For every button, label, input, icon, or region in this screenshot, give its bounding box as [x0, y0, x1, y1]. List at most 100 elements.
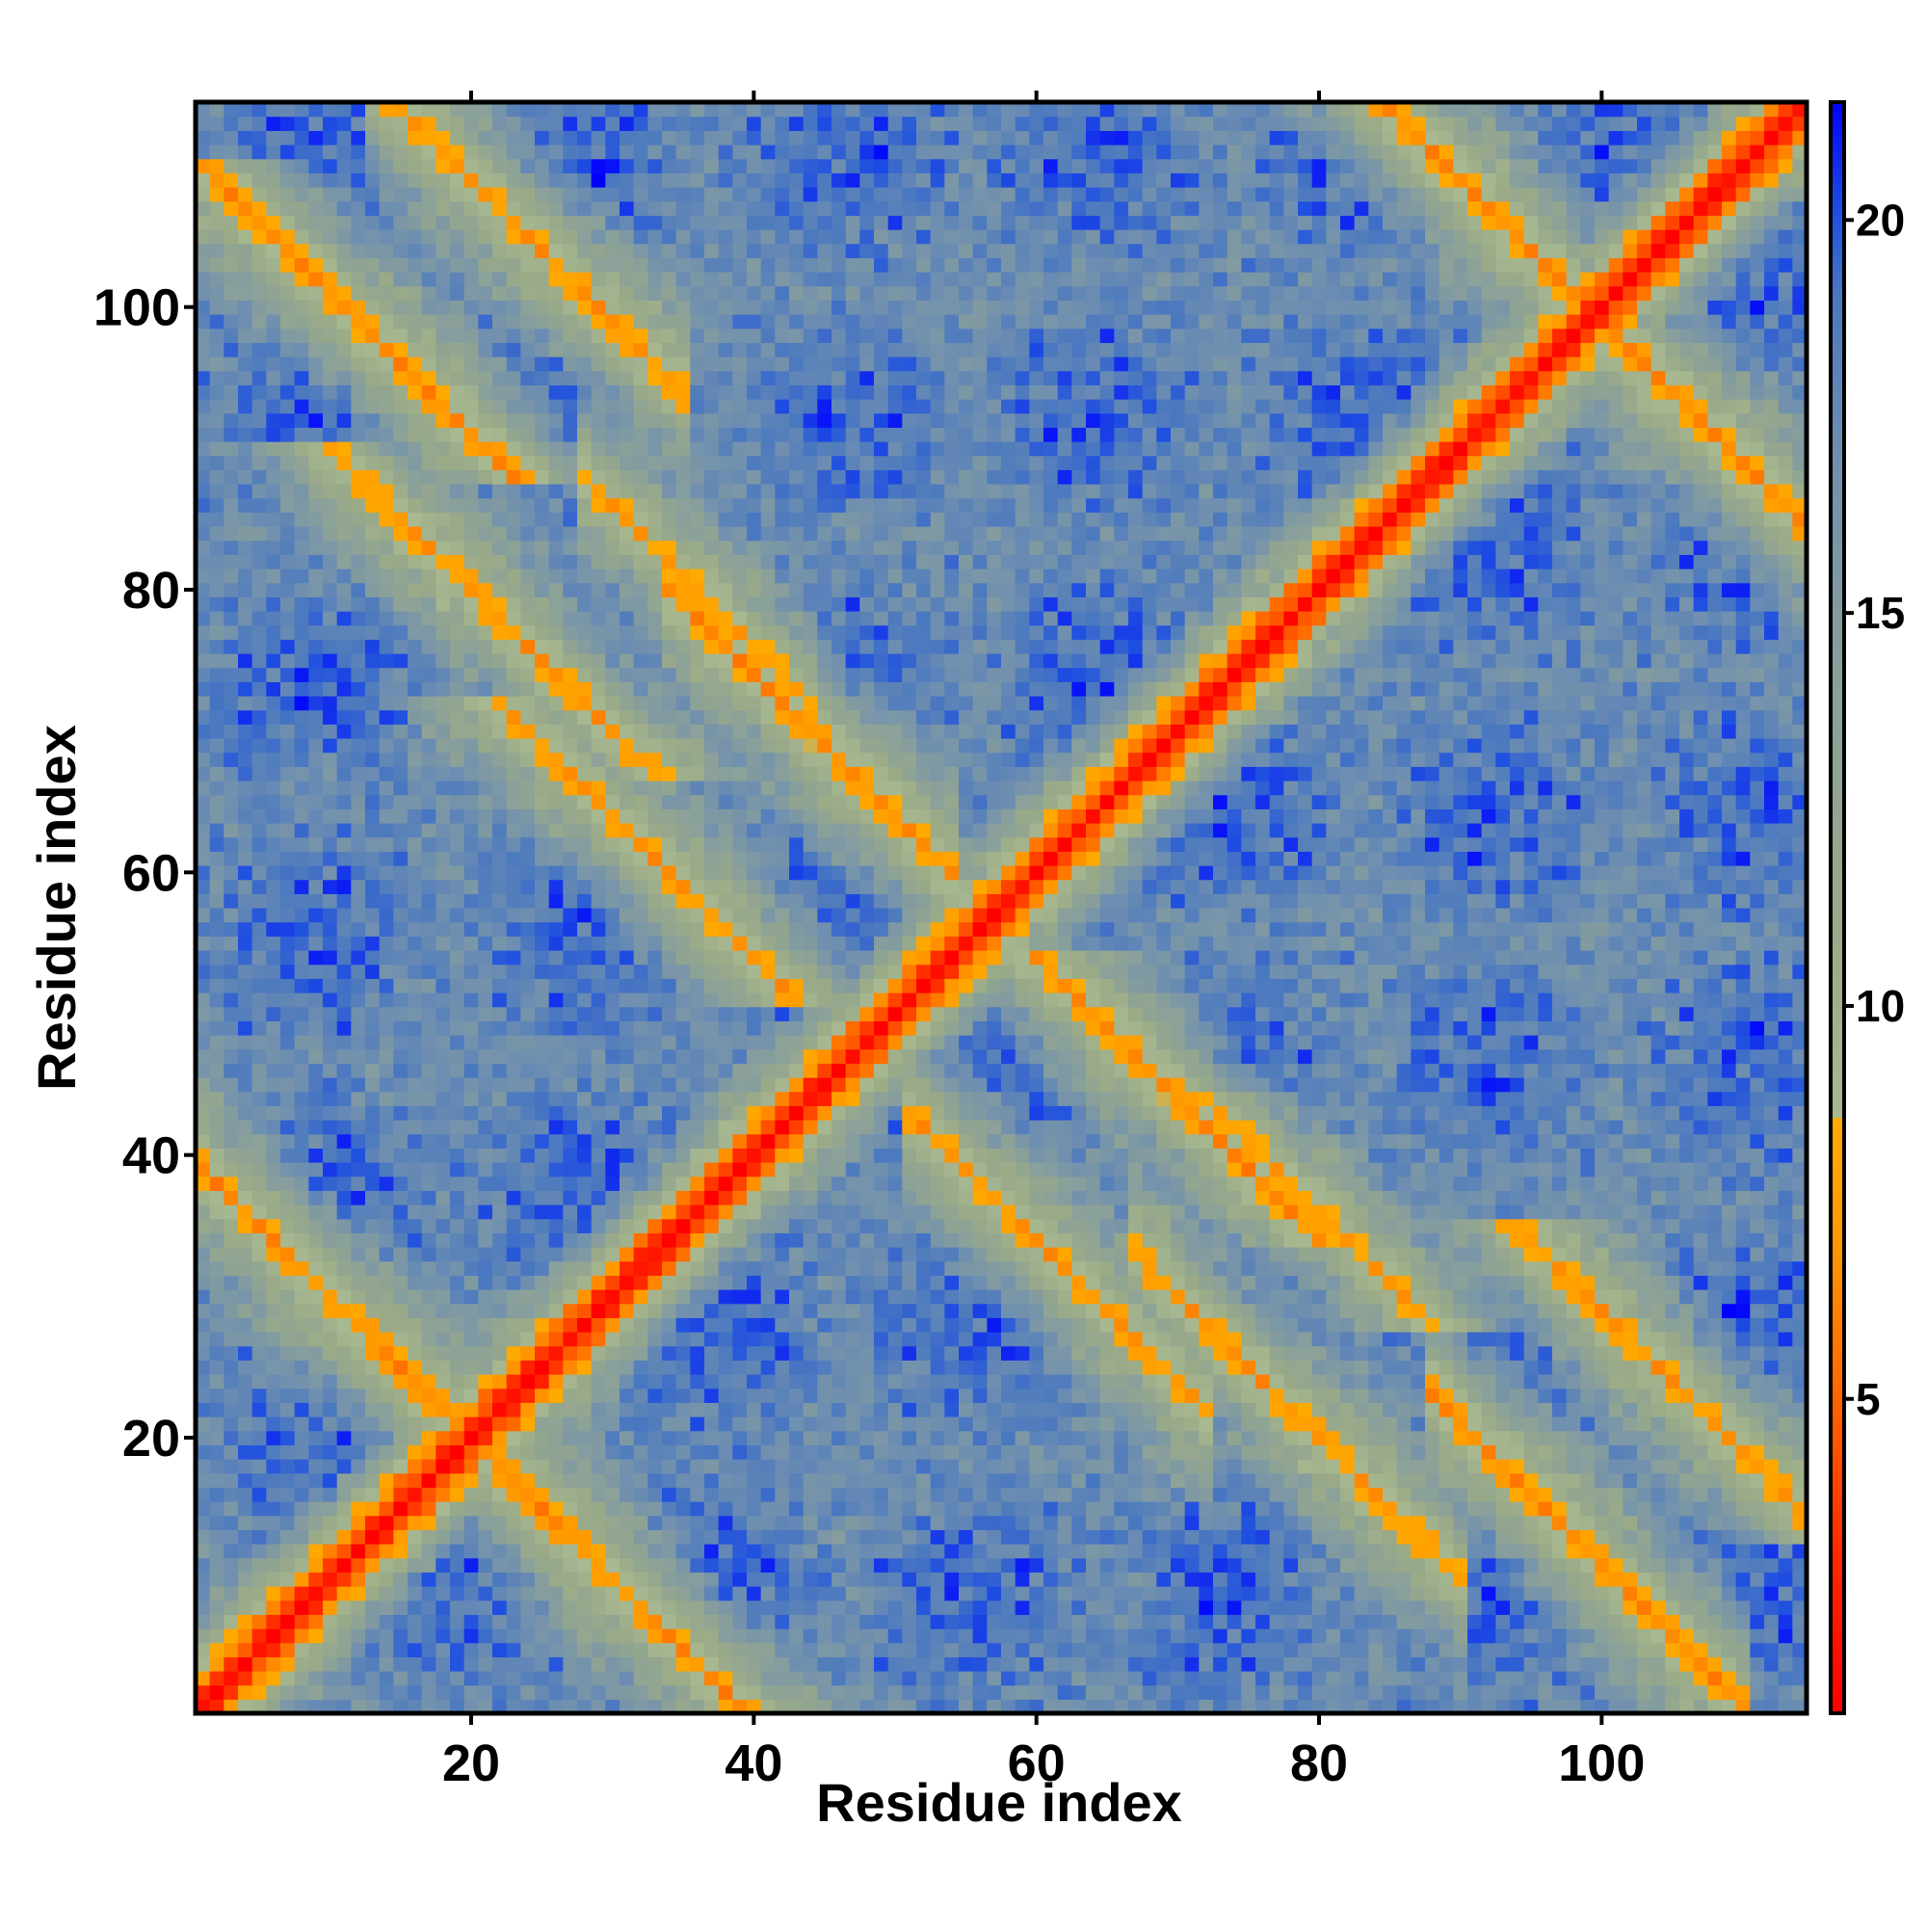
heatmap-cell [690, 1120, 705, 1135]
heatmap-cell [506, 1529, 521, 1545]
heatmap-cell [718, 1628, 733, 1644]
heatmap-cell [535, 1260, 550, 1276]
heatmap-cell [789, 455, 805, 470]
heatmap-cell [662, 200, 677, 216]
heatmap-cell [463, 1247, 479, 1262]
heatmap-cell [209, 427, 224, 442]
heatmap-cell [633, 978, 648, 993]
heatmap-cell [591, 1374, 606, 1389]
heatmap-cell [520, 554, 536, 569]
heatmap-cell [548, 1345, 564, 1361]
heatmap-cell [478, 484, 493, 499]
heatmap-cell [280, 611, 296, 626]
heatmap-cell [718, 653, 733, 669]
heatmap-cell [548, 865, 564, 881]
heatmap-cell [351, 399, 366, 414]
heatmap-cell [548, 1006, 564, 1021]
heatmap-cell [393, 1190, 409, 1205]
heatmap-cell [492, 1557, 508, 1573]
heatmap-cell [266, 1459, 281, 1474]
heatmap-cell [196, 1699, 211, 1714]
heatmap-cell [351, 1501, 366, 1517]
heatmap-cell [775, 1374, 790, 1389]
heatmap-cell [591, 1388, 606, 1403]
heatmap-cell [492, 781, 508, 796]
heatmap-cell [577, 1416, 593, 1432]
heatmap-cell [436, 1091, 451, 1106]
heatmap-cell [209, 215, 224, 230]
heatmap-cell [379, 639, 394, 654]
heatmap-cell [294, 1006, 309, 1021]
heatmap-cell [789, 582, 805, 597]
heatmap-cell [450, 921, 465, 937]
heatmap-cell [421, 441, 436, 457]
heatmap-cell [266, 526, 281, 542]
heatmap-cell [463, 512, 479, 527]
heatmap-cell [690, 272, 705, 287]
heatmap-cell [662, 1247, 677, 1262]
heatmap-cell [675, 1303, 691, 1318]
heatmap-cell [789, 752, 805, 767]
heatmap-cell [605, 851, 620, 866]
heatmap-cell [421, 653, 436, 669]
heatmap-cell [463, 696, 479, 711]
heatmap-cell [436, 272, 451, 287]
heatmap-cell [520, 1091, 536, 1106]
heatmap-cell [450, 865, 465, 881]
heatmap-cell [803, 1035, 818, 1050]
heatmap-cell [803, 908, 818, 923]
heatmap-cell [209, 1388, 224, 1403]
heatmap-cell [605, 1303, 620, 1318]
heatmap-cell [280, 300, 296, 315]
heatmap-cell [463, 724, 479, 739]
heatmap-cell [591, 978, 606, 993]
heatmap-cell [421, 455, 436, 470]
heatmap-cell [336, 921, 352, 937]
heatmap-cell [450, 1444, 465, 1460]
heatmap-cell [535, 1544, 550, 1559]
heatmap-cell [478, 964, 493, 979]
heatmap-cell [478, 328, 493, 343]
heatmap-cell [803, 1628, 818, 1644]
heatmap-cell [747, 1529, 762, 1545]
heatmap-cell [280, 596, 296, 612]
heatmap-cell [775, 1020, 790, 1036]
heatmap-cell [294, 229, 309, 245]
heatmap-cell [463, 1133, 479, 1149]
heatmap-cell [450, 893, 465, 909]
heatmap-cell [760, 116, 776, 131]
heatmap-cell [393, 1684, 409, 1700]
heatmap-cell [577, 1020, 593, 1036]
heatmap-cell [704, 823, 720, 838]
heatmap-cell [196, 936, 211, 951]
heatmap-cell [647, 569, 663, 584]
heatmap-cell [209, 1572, 224, 1587]
heatmap-cell [718, 1614, 733, 1629]
heatmap-cell [747, 1656, 762, 1672]
heatmap-cell [633, 696, 648, 711]
heatmap-cell [436, 1600, 451, 1615]
heatmap-cell [704, 215, 720, 230]
heatmap-cell [520, 285, 536, 301]
heatmap-cell [620, 1671, 635, 1686]
heatmap-cell [421, 130, 436, 146]
heatmap-cell [647, 865, 663, 881]
heatmap-cell [675, 667, 691, 682]
heatmap-cell [450, 836, 465, 852]
heatmap-cell [224, 257, 239, 273]
heatmap-cell [421, 512, 436, 527]
heatmap-cell [196, 1430, 211, 1445]
heatmap-cell [747, 681, 762, 697]
heatmap-cell [266, 200, 281, 216]
heatmap-cell [478, 1020, 493, 1036]
heatmap-cell [690, 1035, 705, 1050]
heatmap-cell [266, 314, 281, 330]
heatmap-cell [548, 215, 564, 230]
heatmap-cell [577, 1374, 593, 1389]
heatmap-cell [548, 1544, 564, 1559]
heatmap-cell [591, 427, 606, 442]
heatmap-cell [323, 243, 338, 258]
heatmap-cell [421, 992, 436, 1008]
heatmap-cell [789, 879, 805, 894]
heatmap-cell [732, 243, 748, 258]
